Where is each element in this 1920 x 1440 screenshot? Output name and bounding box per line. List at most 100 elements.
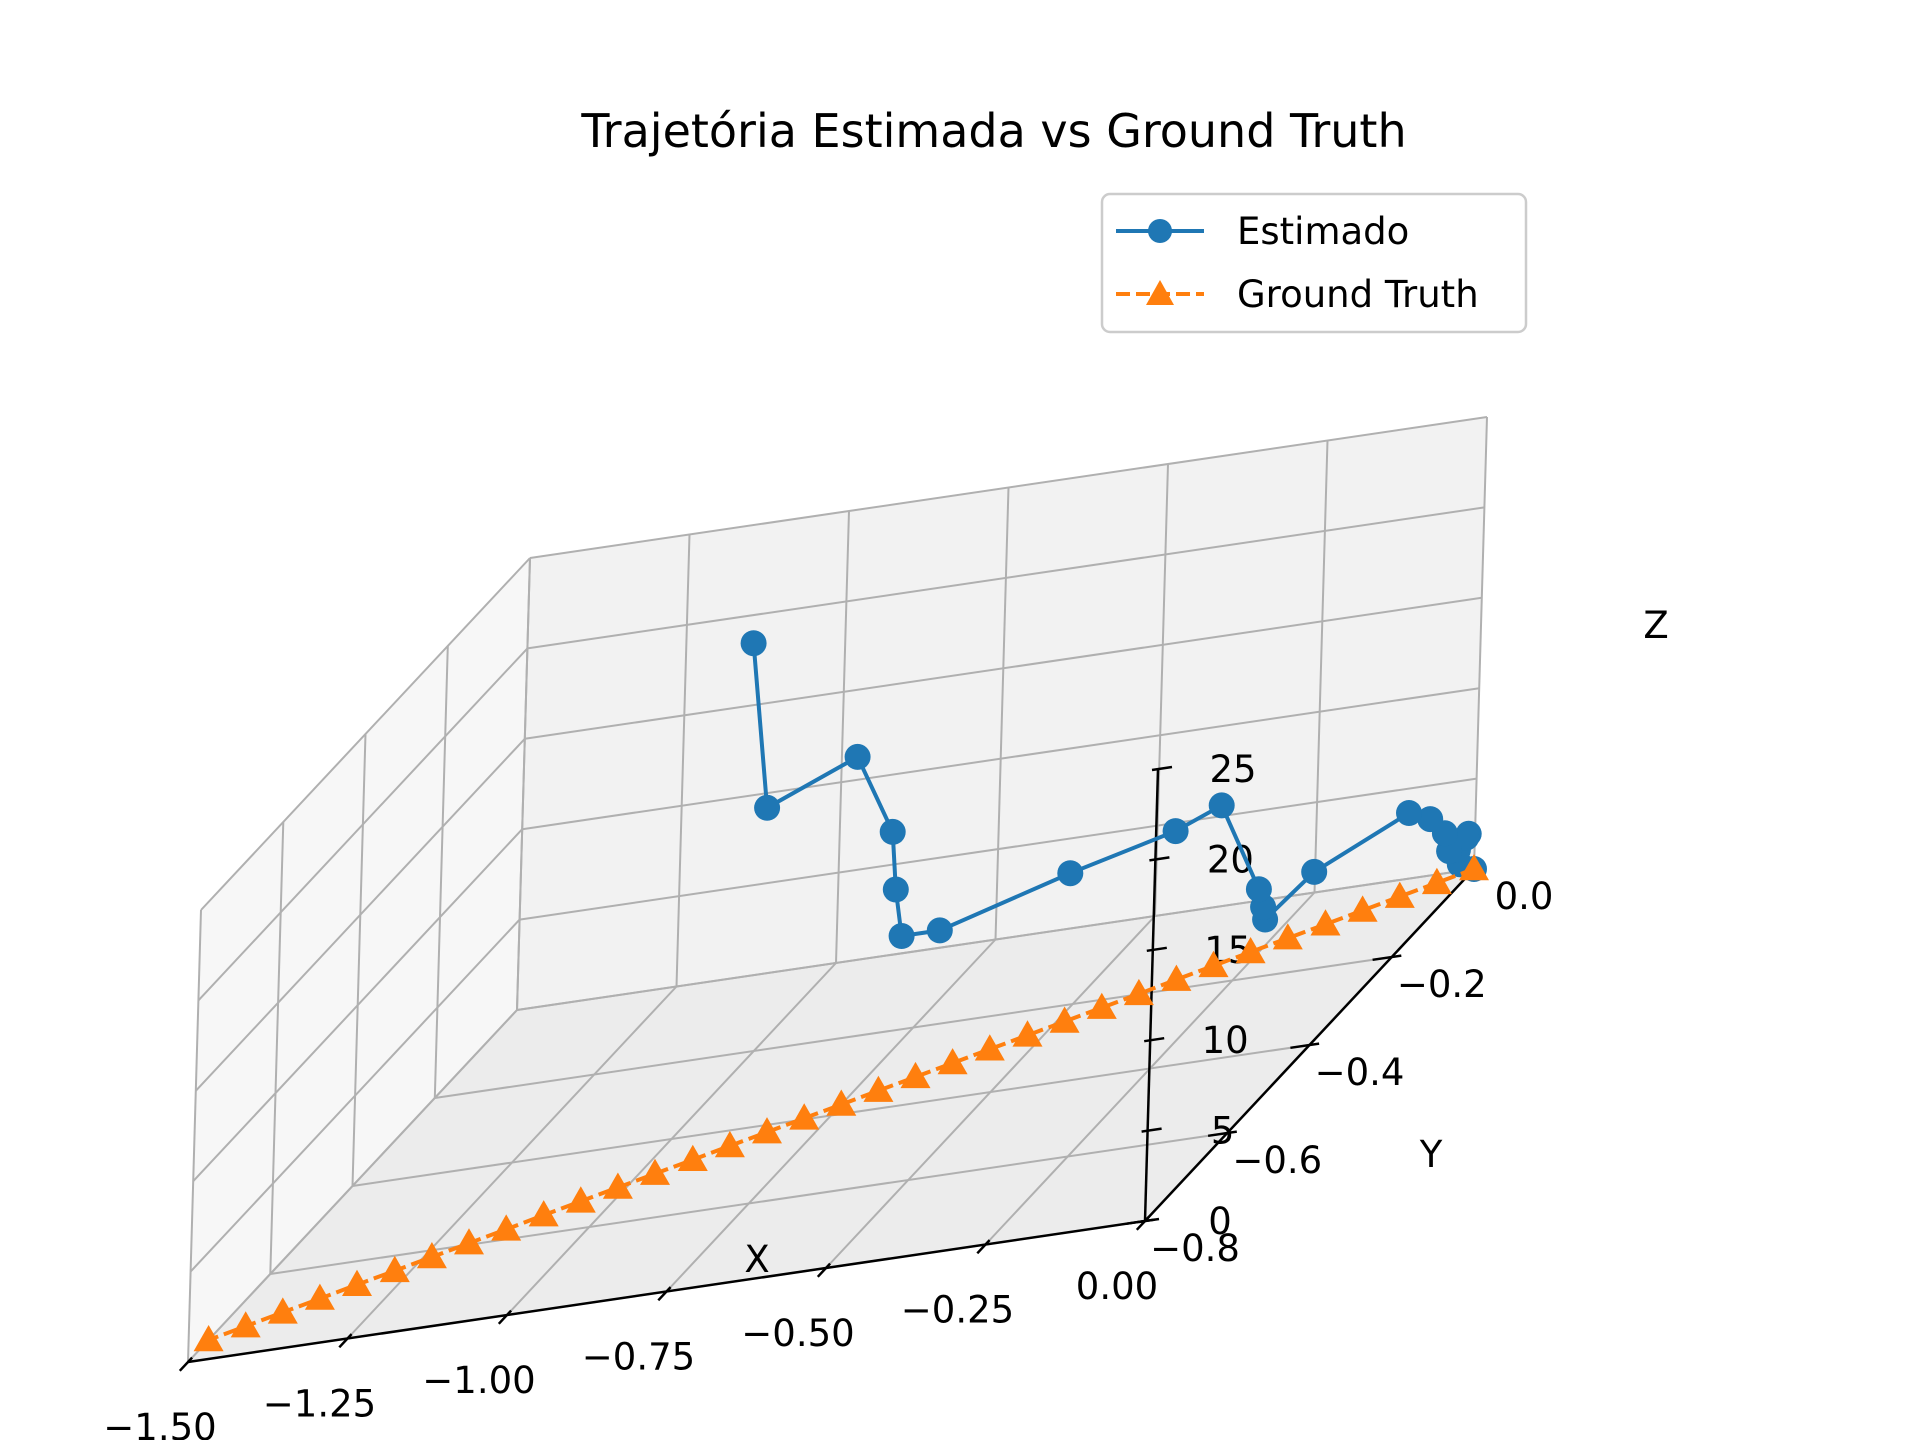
y-tick-mark	[1372, 954, 1402, 962]
grid-line-x-back	[1313, 440, 1329, 893]
grid-line-z-back	[519, 777, 1477, 921]
x-tick-mark	[1135, 1215, 1151, 1231]
grid-line-z-side	[197, 647, 529, 1002]
point-estimado	[926, 917, 953, 944]
x-tick-label: −1.50	[103, 1406, 216, 1440]
point-ground-truth	[714, 1130, 745, 1158]
z-tick-mark	[1151, 765, 1173, 772]
point-ground-truth	[937, 1048, 968, 1075]
point-estimado	[1396, 800, 1422, 826]
point-ground-truth	[1459, 854, 1489, 881]
z-tick-mark	[1141, 1127, 1162, 1133]
point-ground-truth	[454, 1228, 484, 1255]
point-estimado	[882, 876, 909, 903]
point-estimado	[1301, 858, 1328, 885]
y-tick-label: 0.0	[1495, 875, 1554, 918]
point-ground-truth	[1272, 923, 1303, 950]
point-ground-truth	[267, 1297, 298, 1324]
grid-lines	[187, 416, 1488, 1363]
grid-line-z-back	[522, 687, 1480, 831]
x-tick-label: 0.00	[1076, 1265, 1158, 1308]
point-ground-truth	[602, 1172, 633, 1199]
z-tick-label: 0	[1208, 1200, 1232, 1243]
x-tick-mark	[338, 1333, 353, 1349]
point-ground-truth	[1235, 937, 1266, 964]
grid-line-x-back	[675, 534, 691, 987]
point-ground-truth	[863, 1075, 894, 1102]
z-axis-label: Z	[1643, 604, 1668, 647]
z-tick-mark	[1138, 1217, 1160, 1224]
point-estimado	[879, 818, 906, 845]
grid-line-x-back	[994, 487, 1010, 940]
point-ground-truth	[528, 1200, 559, 1227]
x-tick-label: −0.25	[901, 1289, 1014, 1332]
point-estimado	[844, 743, 871, 770]
grid-line-z-side	[192, 828, 523, 1182]
z-tick-label: 5	[1211, 1110, 1235, 1153]
grid-line-x-back	[1473, 416, 1488, 870]
point-ground-truth	[1421, 867, 1452, 895]
x-tick-mark	[976, 1239, 991, 1255]
z-tick-mark	[1146, 946, 1167, 953]
x-tick-label: −1.00	[422, 1359, 535, 1402]
point-estimado	[740, 630, 767, 657]
y-tick-mark	[1290, 1042, 1320, 1050]
point-ground-truth	[304, 1283, 335, 1310]
y-tick-mark	[1207, 1130, 1237, 1138]
grid-line-z-back	[516, 868, 1475, 1011]
y-axis-label: Y	[1419, 1133, 1443, 1176]
point-ground-truth	[900, 1061, 931, 1089]
z-axis-line	[1143, 768, 1160, 1222]
point-ground-truth	[1347, 895, 1378, 922]
x-tick-label: −1.25	[263, 1383, 376, 1426]
point-ground-truth	[1161, 964, 1192, 991]
grid-line-x-back	[835, 510, 850, 964]
grid-line-z-back	[524, 596, 1482, 740]
x-tick-mark	[657, 1286, 672, 1302]
x-tick-mark	[497, 1309, 513, 1325]
x-tick-mark	[178, 1356, 194, 1372]
legend-label-ground-truth: Ground Truth	[1237, 273, 1479, 316]
point-ground-truth	[1086, 992, 1117, 1019]
legend-label-estimado: Estimado	[1237, 210, 1409, 253]
point-estimado	[754, 794, 781, 821]
point-ground-truth	[230, 1311, 261, 1338]
point-ground-truth	[1198, 950, 1229, 978]
z-tick-mark	[1149, 856, 1170, 862]
point-ground-truth	[1049, 1006, 1080, 1033]
point-estimado	[888, 923, 915, 949]
tick-labels: −1.50−1.25−1.00−0.75−0.50−0.250.000.0−0.…	[103, 748, 1553, 1440]
point-ground-truth	[826, 1089, 857, 1116]
point-ground-truth	[1123, 978, 1154, 1006]
grid-line-z-side	[189, 918, 521, 1273]
grid-line-z-side	[200, 557, 531, 911]
point-ground-truth	[640, 1158, 670, 1185]
z-tick-label: 10	[1202, 1019, 1249, 1062]
series-layer	[193, 630, 1489, 1352]
z-tick-mark	[1144, 1036, 1165, 1043]
y-tick-label: −0.8	[1150, 1227, 1240, 1270]
point-ground-truth	[1310, 909, 1341, 936]
point-ground-truth	[974, 1034, 1005, 1061]
grid-line-y-side	[433, 645, 449, 1099]
grid-line-z-side	[195, 738, 526, 1092]
x-axis-label: X	[744, 1238, 769, 1281]
grid-line-y-floor	[434, 956, 1392, 1099]
grid-line-z-back	[529, 416, 1488, 559]
x-tick-label: −0.75	[582, 1336, 695, 1379]
point-estimado	[1245, 876, 1272, 903]
point-ground-truth	[379, 1255, 410, 1283]
point-ground-truth	[193, 1325, 224, 1352]
point-estimado	[1162, 818, 1189, 845]
y-tick-label: −0.2	[1397, 963, 1487, 1006]
grid-line-z-back	[527, 506, 1485, 650]
y-tick-label: −0.6	[1232, 1139, 1322, 1182]
z-tick-label: 25	[1209, 748, 1256, 791]
point-ground-truth	[677, 1144, 708, 1171]
point-ground-truth	[1012, 1020, 1043, 1047]
point-ground-truth	[565, 1186, 596, 1213]
grid-line-y-side	[187, 909, 202, 1363]
grid-line-y-side	[516, 557, 531, 1011]
